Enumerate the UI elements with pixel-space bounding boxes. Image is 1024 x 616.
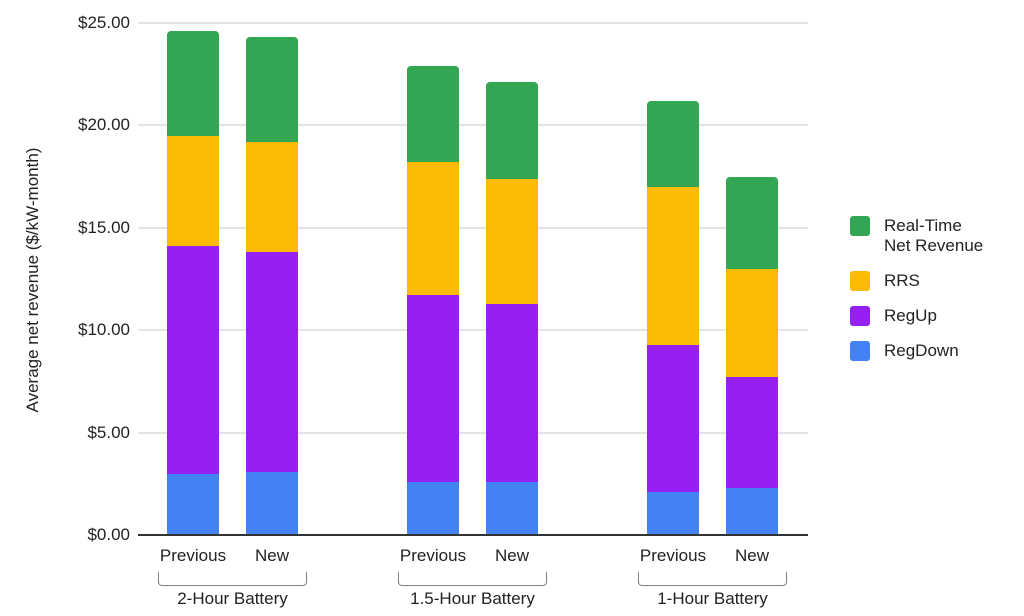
- group-bracket: [398, 572, 547, 586]
- segment-real-time-net-revenue: [246, 37, 298, 142]
- bar-1-5-hour-battery-new: [486, 82, 538, 535]
- segment-regup: [167, 246, 219, 474]
- x-tick-label: New: [254, 546, 289, 565]
- segment-real-time-net-revenue: [647, 100, 699, 187]
- legend-label: RRS: [884, 271, 920, 290]
- legend-item-rrs: RRS: [850, 271, 983, 291]
- group-label-2-hour-battery: 2-Hour Battery: [177, 589, 288, 608]
- x-tick-label: Previous: [399, 546, 467, 565]
- legend: Real-Time Net Revenue RRS RegUp RegDown: [850, 216, 983, 361]
- segment-regdown: [246, 471, 298, 535]
- segment-real-time-net-revenue: [486, 82, 538, 179]
- y-tick-label: $10.00: [78, 320, 130, 340]
- segment-regdown: [486, 481, 538, 535]
- segment-regup: [726, 377, 778, 488]
- bar-2-hour-battery-new: [246, 37, 298, 535]
- gridline: [138, 431, 808, 434]
- y-tick-label: $20.00: [78, 115, 130, 135]
- y-tick-label: $25.00: [78, 13, 130, 32]
- segment-rrs: [246, 141, 298, 253]
- bar-1-hour-battery-previous: [647, 100, 699, 535]
- segment-real-time-net-revenue: [726, 176, 778, 269]
- legend-label: RegDown: [884, 341, 959, 360]
- segment-rrs: [726, 268, 778, 378]
- x-tick-label: New: [734, 546, 769, 565]
- gridline: [138, 226, 808, 229]
- gridline: [138, 329, 808, 332]
- x-tick-label: New: [494, 546, 529, 565]
- y-tick-label: $0.00: [87, 525, 130, 544]
- bar-1-hour-battery-new: [726, 176, 778, 535]
- legend-item-real-time-net-revenue: Real-Time Net Revenue: [850, 216, 983, 256]
- x-tick-label: Previous: [159, 546, 227, 565]
- segment-regdown: [167, 473, 219, 535]
- segment-regdown: [726, 487, 778, 535]
- x-tick-label: Previous: [639, 546, 707, 565]
- y-axis-title: Average net revenue ($/kW-month): [23, 147, 42, 413]
- segment-regup: [407, 295, 459, 482]
- segment-rrs: [407, 162, 459, 296]
- segment-regdown: [647, 492, 699, 535]
- y-tick-label: $15.00: [78, 217, 130, 237]
- segment-regup: [246, 252, 298, 472]
- segment-regdown: [407, 481, 459, 535]
- group-bracket: [158, 572, 307, 586]
- legend-swatch-regdown: [850, 341, 870, 361]
- group-bracket: [638, 572, 787, 586]
- segment-rrs: [647, 186, 699, 345]
- x-axis-line: [138, 534, 808, 536]
- gridline: [138, 22, 808, 24]
- gridline: [138, 124, 808, 127]
- legend-item-regdown: RegDown: [850, 341, 983, 361]
- legend-label: RegUp: [884, 306, 937, 325]
- plot-area: [138, 22, 808, 536]
- segment-rrs: [167, 135, 219, 247]
- segment-real-time-net-revenue: [407, 66, 459, 163]
- segment-rrs: [486, 178, 538, 304]
- group-label-1-hour-battery: 1-Hour Battery: [657, 589, 768, 608]
- legend-swatch-regup: [850, 306, 870, 326]
- segment-regup: [647, 344, 699, 492]
- legend-item-regup: RegUp: [850, 306, 983, 326]
- segment-real-time-net-revenue: [167, 31, 219, 136]
- bar-1-5-hour-battery-previous: [407, 66, 459, 535]
- legend-label: Real-Time Net Revenue: [884, 216, 984, 255]
- legend-swatch-rrs: [850, 271, 870, 291]
- group-label-1-5-hour-battery: 1.5-Hour Battery: [410, 589, 535, 608]
- segment-regup: [486, 303, 538, 482]
- y-tick-label: $5.00: [87, 422, 130, 442]
- legend-swatch-real-time-net-revenue: [850, 216, 870, 236]
- bar-2-hour-battery-previous: [167, 31, 219, 535]
